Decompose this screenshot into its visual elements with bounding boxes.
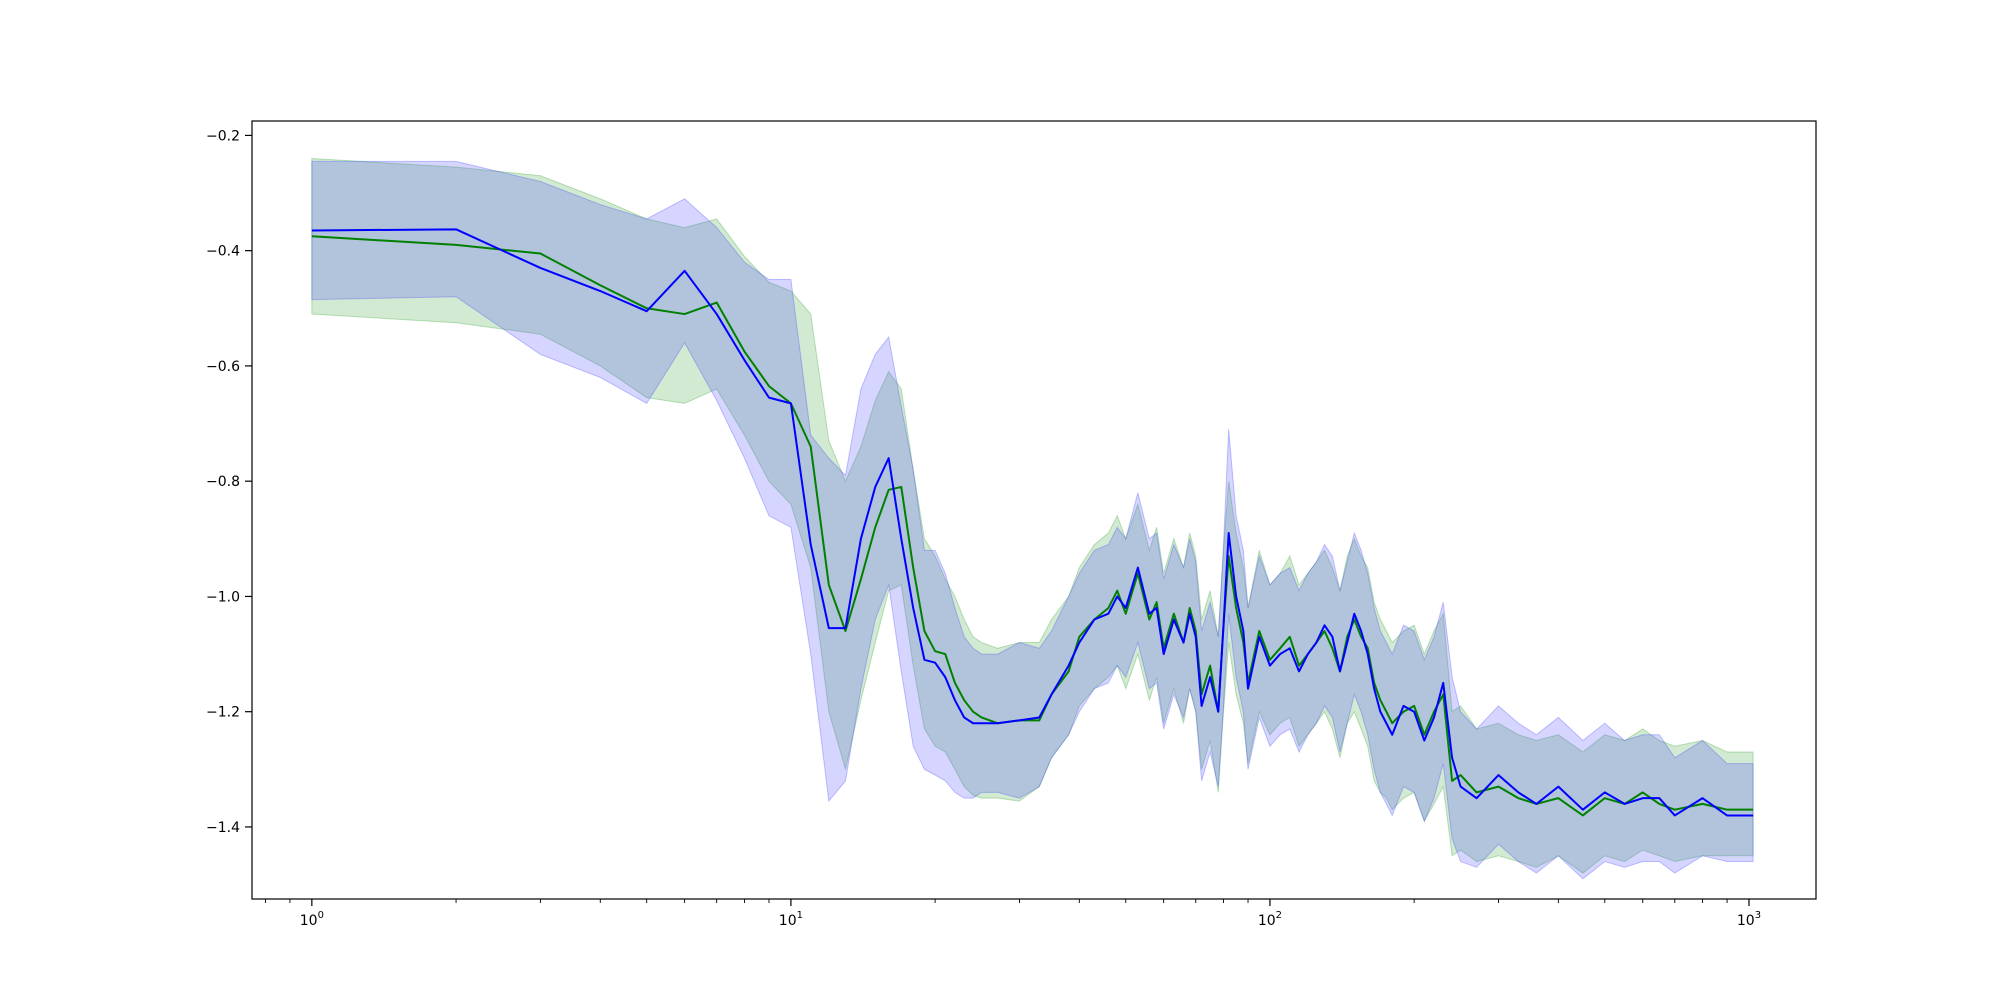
y-tick-label: −0.8	[206, 474, 240, 490]
y-tick-label: −0.6	[206, 359, 240, 375]
series-lines	[311, 228, 1754, 817]
series-1-line	[311, 235, 1754, 817]
plot-area-frame	[251, 120, 1817, 900]
y-axis: −0.2 −0.4 −0.6 −0.8 −1.0 −1.2 −1.4	[206, 128, 252, 836]
x-tick-label: 103	[1737, 910, 1761, 929]
y-tick-label: −1.4	[206, 820, 240, 836]
x-axis: 100 101 102 103	[264, 899, 1761, 929]
y-tick-label: −1.0	[206, 589, 240, 605]
y-tick-label: −0.4	[206, 244, 240, 260]
series-1-band	[311, 157, 1754, 874]
x-tick-label: 102	[1258, 910, 1282, 929]
series-2-band	[311, 160, 1754, 880]
y-tick-label: −1.2	[206, 705, 240, 721]
y-tick-label: −0.2	[206, 128, 240, 144]
series-2-line	[311, 228, 1754, 817]
x-tick-label: 101	[779, 910, 803, 929]
confidence-bands	[311, 157, 1754, 880]
x-tick-label: 100	[300, 910, 324, 929]
